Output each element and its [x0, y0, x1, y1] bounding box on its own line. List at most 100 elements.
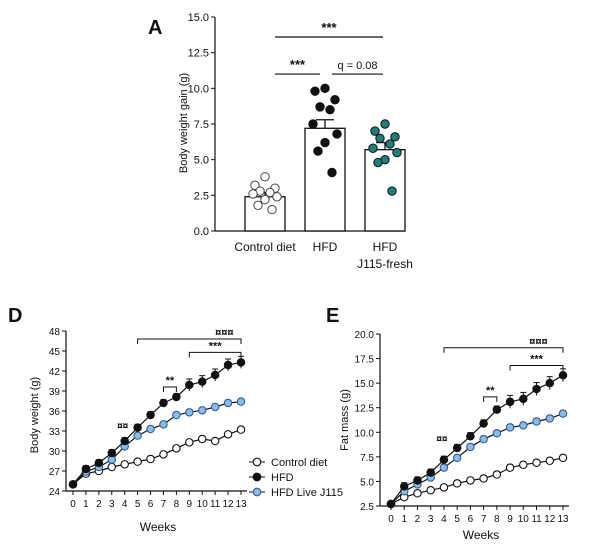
panel-d-data-point: [146, 410, 155, 420]
panel-e-y-axis-label: Fat mass (g): [339, 389, 351, 451]
panel-e-data-point: [545, 456, 555, 466]
panel-d-significance-bracket: [137, 338, 242, 344]
panel-d-x-tick-label: 13: [235, 499, 247, 510]
panel-a-data-point: [267, 204, 277, 215]
panel-d-data-point: [236, 397, 246, 406]
panel-d-significance-label: ***: [209, 340, 223, 352]
panel-e-x-tick-label: 7: [481, 514, 487, 525]
panel-e-significance-label: ¤¤: [436, 434, 448, 445]
panel-d-data-point: [107, 448, 117, 458]
panel-a-data-point: [390, 132, 400, 142]
panel-e-data-point: [519, 421, 528, 430]
panel-d-data-point: [185, 380, 194, 390]
panel-d-y-tick-label: 33: [49, 427, 61, 438]
panel-e-data-point: [466, 442, 475, 452]
panel-e-data-point: [439, 483, 449, 492]
panel-a-y-tick-label: 15.0: [188, 12, 209, 24]
panel-d-label: D: [8, 305, 22, 327]
panel-d-significance-label: ¤¤¤: [215, 327, 233, 339]
panel-d-data-point: [81, 464, 91, 474]
panel-e-x-axis-label: Weeks: [463, 528, 499, 542]
panel-e-significance-label: ¤¤¤: [529, 336, 547, 348]
legend: Control diet HFD HFD Live J115: [249, 457, 343, 499]
panel-d-significance-bracket: [162, 386, 177, 392]
panel-d-x-tick-label: 2: [96, 499, 102, 510]
panel-d-data-point: [210, 370, 220, 380]
panel-e-significance-bracket: [483, 396, 498, 402]
panel-d-data-point: [107, 462, 117, 472]
legend-marker: [252, 487, 262, 497]
panel-e-y-tick-label: 7.5: [360, 453, 374, 464]
panel-e-data-point: [479, 434, 488, 444]
panel-a-y-tick-label: 12.5: [188, 48, 209, 60]
legend-label: Control diet: [271, 457, 327, 469]
panel-a-y-tick-label: 0.0: [194, 226, 209, 238]
panel-e-plot: 2.55.07.510.012.515.017.520.00 1 2 3 4 5 6 7 8 9 1…: [355, 330, 569, 525]
panel-d-x-tick-label: 12: [223, 499, 235, 510]
panel-d-x-tick-label: 0: [70, 499, 76, 510]
panel-d-data-point: [68, 480, 78, 489]
panel-e-data-point: [558, 371, 568, 380]
panel-e-data-point: [452, 453, 462, 463]
panel-d-x-tick-label: 5: [135, 499, 141, 510]
panel-a-significance-label: ***: [290, 57, 306, 72]
panel-e-data-point: [545, 414, 555, 423]
panel-d-data-point: [94, 458, 104, 468]
panel-a-axes: 0.0 2.5 5.0 7.5 10.0 12.5 15.0: [188, 12, 405, 238]
panel-a-x-tick-label: HFD: [373, 240, 398, 254]
legend-marker: [252, 472, 262, 482]
panel-a-significance-label: ***: [321, 20, 337, 35]
panel-d-significance-bracket: [188, 351, 242, 358]
panel-d-y-tick-label: 30: [49, 447, 61, 458]
panel-e-data-point: [439, 455, 449, 465]
panel-e-data-point: [386, 499, 396, 509]
panel-e-data-point: [505, 463, 515, 472]
panel-d-data-point: [197, 406, 207, 415]
panel-d-x-tick-label: 1: [83, 499, 89, 510]
panel-e-data-point: [439, 463, 449, 472]
panel-a-data-point: [253, 200, 263, 211]
panel-d-data-point: [159, 420, 168, 429]
panel-e-data-point: [413, 488, 422, 498]
panel-d-y-tick-label: 45: [49, 347, 61, 358]
panel-a-data-point: [332, 129, 342, 139]
panel-e-data-point: [466, 431, 475, 441]
panel-a-label: A: [148, 17, 162, 39]
panel-a-x-tick-sublabel: J115-fresh: [357, 257, 413, 271]
panel-e-data-point: [479, 474, 488, 483]
panel-d-data-point: [133, 423, 142, 432]
panel-e-data-point: [505, 397, 515, 407]
panel-e-x-tick-label: 8: [494, 514, 500, 525]
panel-e-x-tick-label: 6: [468, 514, 474, 525]
panel-e-data-point: [558, 409, 568, 418]
panel-d-x-axis-label: Weeks: [140, 520, 176, 534]
panel-d-y-tick-label: 24: [49, 487, 61, 498]
panel-d-data-point: [223, 398, 233, 408]
panel-a-data-point: [373, 157, 383, 168]
panel-e-data-point: [426, 468, 435, 477]
panel-e-data-point: [519, 460, 528, 469]
panel-e-x-tick-label: 2: [415, 514, 421, 525]
panel-a-y-tick-label: 5.0: [194, 155, 209, 167]
panel-e-y-tick-label: 10.0: [355, 428, 375, 439]
panel-e-data-point: [466, 476, 475, 485]
panel-e-data-point: [492, 470, 502, 479]
panel-d-x-tick-label: 11: [210, 499, 221, 510]
panel-a-y-tick-label: 10.0: [188, 83, 209, 95]
panel-e-x-tick-label: 3: [428, 514, 434, 525]
panel-e-x-tick-label: 5: [454, 514, 460, 525]
panel-d-x-tick-label: 10: [197, 499, 209, 510]
panel-a-data-point: [385, 139, 395, 149]
panel-e-data-point: [532, 384, 541, 394]
panel-a-data-point: [387, 186, 397, 196]
panel-e-x-tick-label: 10: [518, 514, 530, 525]
panel-e-x-tick-label: 4: [441, 514, 447, 525]
panel-d-y-tick-label: 36: [49, 407, 61, 418]
panel-d-data-point: [197, 377, 207, 386]
panel-a-x-tick-label: Control diet: [234, 240, 296, 254]
panel-a-data-point: [308, 119, 318, 129]
panel-d-x-tick-label: 8: [174, 499, 180, 510]
panel-a-data-point: [248, 189, 258, 199]
panel-a-data-point: [260, 194, 270, 205]
